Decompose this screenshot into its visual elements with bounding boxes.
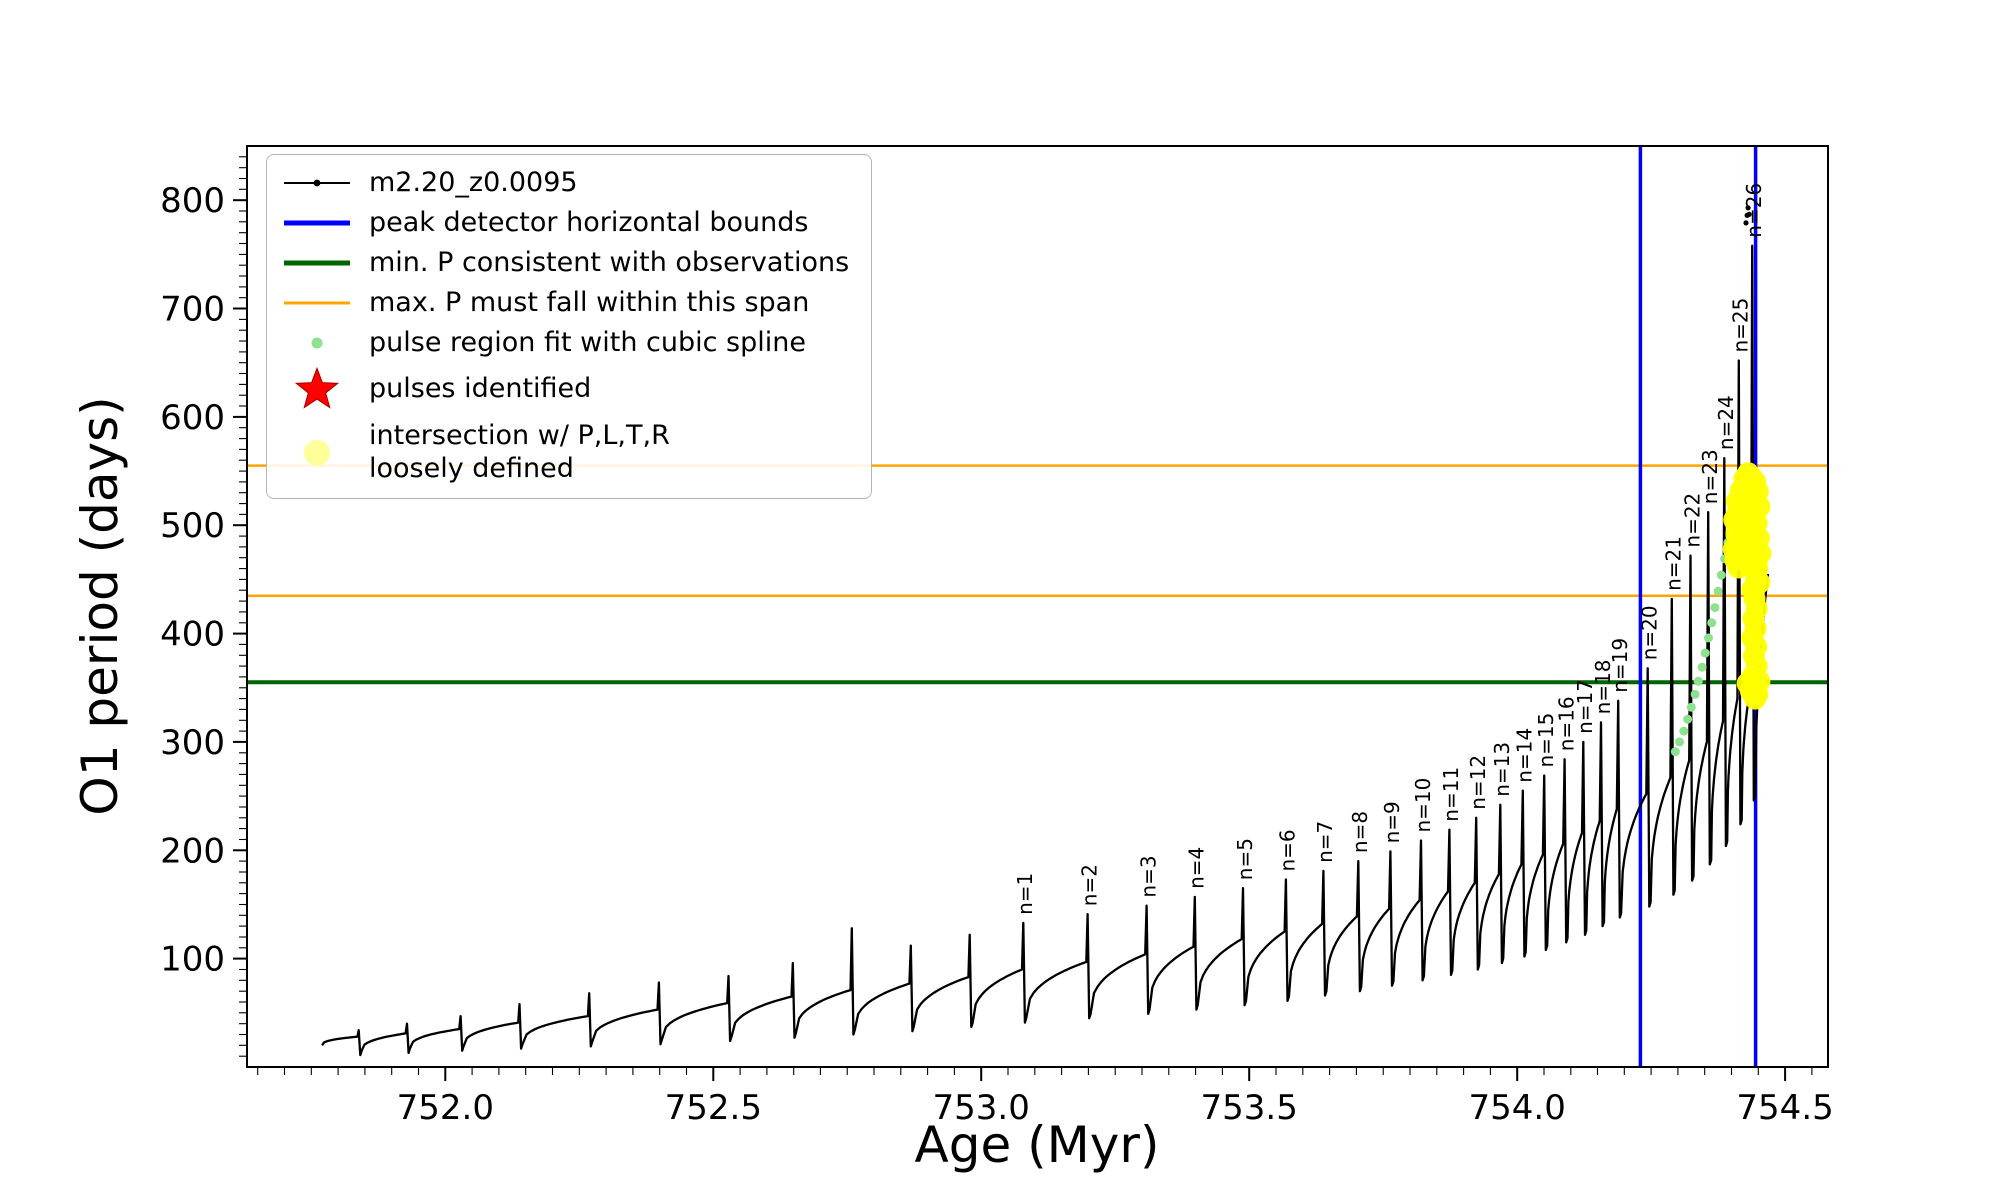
pulse-number-label: n=17 — [1573, 679, 1597, 734]
legend-item: pulses identified — [281, 366, 849, 413]
series-dot — [1745, 205, 1751, 211]
spline-fit-point — [1675, 737, 1684, 747]
spline-fit-point — [1697, 662, 1707, 672]
legend-item: max. P must fall within this span — [281, 287, 849, 320]
intersection-point — [1740, 466, 1763, 489]
y-axis-label: O1 period (days) — [71, 396, 129, 816]
pulse-number-label: n=6 — [1276, 829, 1300, 871]
legend-label: pulses identified — [369, 373, 592, 405]
pulse-number-label: n=7 — [1313, 821, 1337, 863]
spline-fit-point — [1679, 726, 1689, 736]
legend-label: m2.20_z0.0095 — [369, 167, 578, 198]
y-tick-label: 600 — [160, 398, 225, 438]
legend-label: intersection w/ P,L,T,R loosely defined — [369, 419, 670, 484]
spline-fit-point — [1690, 689, 1700, 699]
green-dot-icon — [311, 337, 323, 349]
blue-line-icon — [284, 220, 350, 226]
pulse-number-label: n=18 — [1591, 660, 1615, 715]
spline-fit-point — [1683, 714, 1693, 724]
legend-label: min. P consistent with observations — [369, 246, 850, 278]
legend-item: intersection w/ P,L,T,R loosely defined — [281, 420, 849, 486]
intersection-point — [1748, 670, 1771, 693]
pulse-number-label: n=11 — [1439, 767, 1463, 822]
spline-fit-point — [1713, 586, 1723, 596]
pulse-number-label: n=13 — [1490, 742, 1514, 797]
pulse-number-label: n=20 — [1638, 605, 1662, 660]
pulse-number-label: n=3 — [1136, 855, 1160, 897]
x-tick-label: 752.0 — [397, 1088, 494, 1128]
pulse-number-label: n=25 — [1729, 298, 1753, 353]
spline-fit-point — [1710, 603, 1720, 613]
spline-fit-point — [1700, 648, 1710, 658]
spline-fit-point — [1716, 570, 1726, 580]
pulse-number-label: n=9 — [1380, 801, 1404, 843]
pulse-number-label: n=15 — [1534, 713, 1558, 768]
dark-green-line-icon — [284, 260, 350, 266]
legend-label: peak detector horizontal bounds — [369, 206, 809, 238]
spline-fit-point — [1707, 618, 1717, 628]
y-tick-label: 800 — [160, 181, 225, 221]
y-tick-label: 100 — [160, 940, 225, 980]
legend-item: peak detector horizontal bounds — [281, 207, 849, 240]
x-tick-label: 752.5 — [665, 1088, 762, 1128]
pulse-number-label: n=1 — [1013, 873, 1037, 915]
spline-fit-point — [1686, 702, 1696, 712]
legend-marker — [281, 248, 353, 278]
pulse-number-label: n=10 — [1411, 778, 1435, 833]
pulse-number-label: n=4 — [1185, 847, 1209, 889]
intersection-point — [1748, 571, 1771, 594]
intersection-point — [1744, 687, 1767, 710]
pulse-number-label: n=16 — [1554, 696, 1578, 751]
y-tick-label: 700 — [160, 290, 225, 330]
axes-spine — [246, 145, 1829, 1068]
pulse-number-label: n=21 — [1662, 536, 1686, 591]
x-tick-label: 754.5 — [1736, 1088, 1833, 1128]
red-star-icon — [294, 366, 340, 409]
orange-line-icon — [284, 301, 350, 305]
pulse-number-label: n=23 — [1698, 449, 1722, 504]
series-line-icon — [284, 180, 350, 187]
x-tick-label: 753.0 — [933, 1088, 1030, 1128]
legend-marker — [281, 436, 353, 470]
y-tick-label: 400 — [160, 615, 225, 655]
legend-item: pulse region fit with cubic spline — [281, 327, 849, 360]
pulse-number-label: n=26 — [1742, 183, 1766, 238]
spline-fit-point — [1704, 633, 1713, 643]
intersection-point — [1742, 521, 1765, 544]
legend-label: pulse region fit with cubic spline — [369, 326, 806, 358]
intersection-point — [1748, 495, 1771, 518]
pulse-number-label: n=19 — [1608, 638, 1632, 693]
legend-marker — [281, 208, 353, 238]
series-dot — [1746, 211, 1752, 217]
pulse-number-label: n=5 — [1233, 838, 1257, 880]
x-tick-label: 753.5 — [1201, 1088, 1298, 1128]
intersection-point — [1743, 544, 1766, 567]
pulse-number-label: n=22 — [1680, 493, 1704, 548]
yellow-dot-icon — [304, 439, 330, 466]
y-tick-label: 500 — [160, 506, 225, 546]
legend-item: min. P consistent with observations — [281, 247, 849, 280]
legend-marker — [281, 288, 353, 318]
pulse-number-label: n=14 — [1513, 728, 1537, 783]
x-tick-label: 754.0 — [1469, 1088, 1566, 1128]
pulse-number-label: n=12 — [1466, 755, 1490, 810]
y-tick-label: 200 — [160, 831, 225, 871]
series-dot — [1743, 220, 1749, 226]
spline-fit-point — [1693, 676, 1703, 686]
legend-marker — [281, 366, 353, 413]
pulse-number-label: n=8 — [1348, 811, 1372, 853]
legend-marker — [281, 168, 353, 198]
legend-marker — [281, 328, 353, 358]
legend-label: max. P must fall within this span — [369, 286, 810, 318]
legend-item: m2.20_z0.0095 — [281, 167, 849, 200]
x-axis-label: Age (Myr) — [914, 1116, 1160, 1174]
spline-fit-point — [1670, 747, 1680, 757]
period-evolution-curve — [321, 244, 1770, 1057]
pulse-number-label: n=24 — [1714, 395, 1738, 450]
y-tick-label: 300 — [160, 723, 225, 763]
pulse-number-label: n=2 — [1077, 864, 1101, 906]
